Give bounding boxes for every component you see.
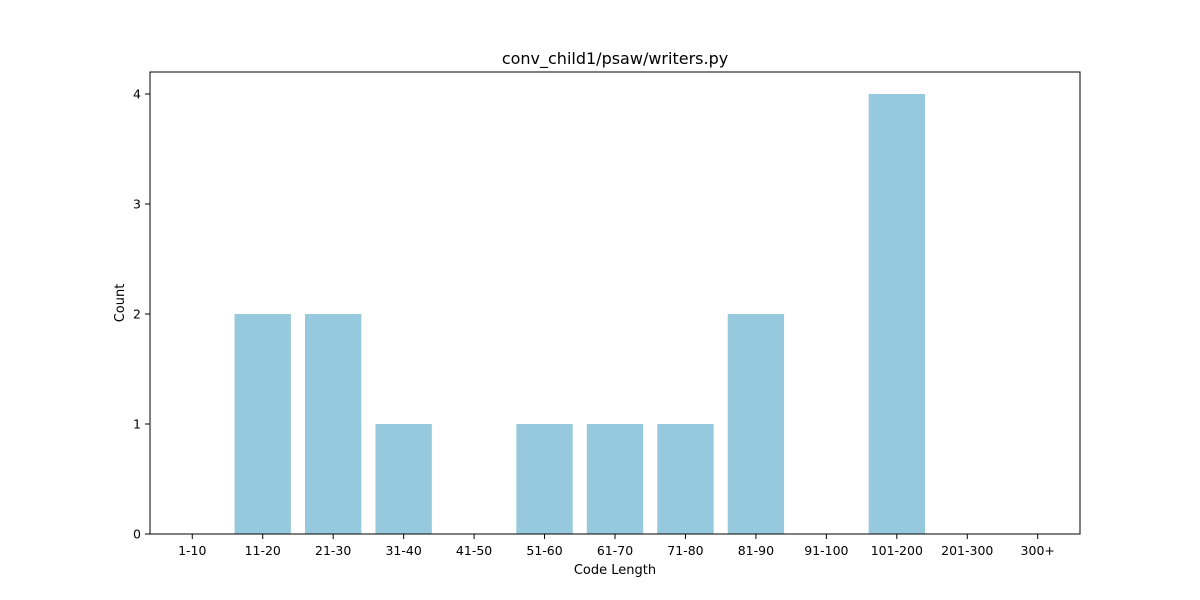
chart-title: conv_child1/psaw/writers.py: [502, 49, 728, 69]
bar-81-90: [727, 314, 785, 534]
x-tick-label: 21-30: [315, 543, 351, 558]
x-tick-label: 71-80: [667, 543, 703, 558]
bar-71-80: [657, 424, 714, 534]
y-axis-label: Count: [113, 284, 128, 323]
bar-11-20: [234, 314, 291, 534]
bar-101-200: [868, 94, 925, 534]
x-tick-label: 61-70: [597, 543, 633, 558]
bar-21-30: [305, 314, 362, 534]
bar-31-40: [375, 424, 432, 534]
bar-61-70: [586, 424, 644, 534]
x-tick-label: 300+: [1021, 543, 1055, 558]
x-tick-label: 201-300: [941, 543, 993, 558]
x-tick-label: 81-90: [738, 543, 774, 558]
x-tick-label: 91-100: [804, 543, 848, 558]
x-tick-label: 1-10: [178, 543, 206, 558]
x-tick-label: 101-200: [871, 543, 923, 558]
bars-group: [234, 94, 925, 534]
y-tick-label: 1: [133, 417, 141, 432]
y-axis-ticks: 0 1 2 3 4: [133, 87, 150, 542]
bar-51-60: [516, 424, 573, 534]
x-axis-ticks: 1-10 11-20 21-30 31-40 41-50 51-60 61-70 71-80 8…: [178, 534, 1055, 558]
x-axis-label: Code Length: [574, 563, 656, 578]
y-tick-label: 4: [133, 87, 141, 102]
x-tick-label: 41-50: [456, 543, 492, 558]
y-tick-label: 0: [133, 527, 141, 542]
x-tick-label: 51-60: [526, 543, 562, 558]
y-tick-label: 2: [133, 307, 141, 322]
x-tick-label: 31-40: [385, 543, 421, 558]
y-tick-label: 3: [133, 197, 141, 212]
x-tick-label: 11-20: [245, 543, 281, 558]
